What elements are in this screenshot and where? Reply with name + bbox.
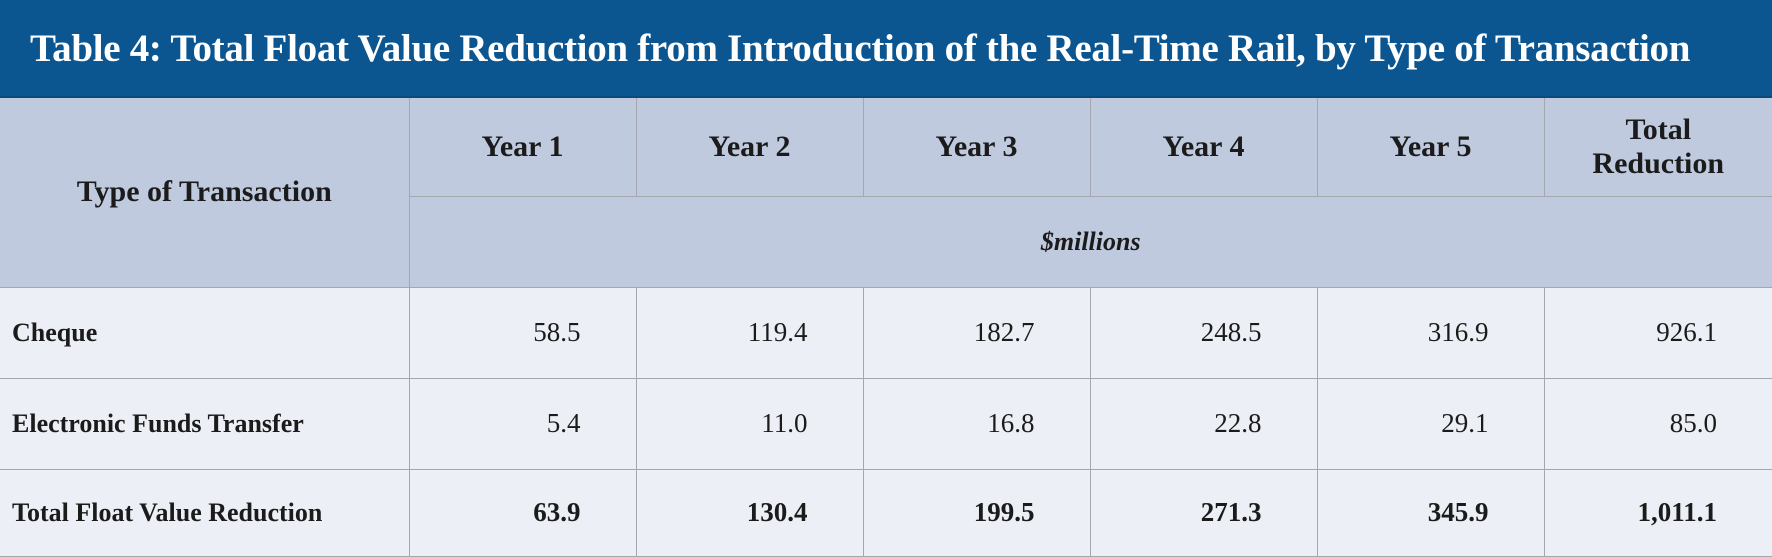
float-reduction-table: Type of Transaction Year 1 Year 2 Year 3…: [0, 98, 1772, 557]
table-cell: 119.4: [635, 286, 864, 379]
table-cell: 345.9: [1316, 468, 1545, 557]
table-cell: 22.8: [1089, 377, 1318, 470]
year-2-header: Year 2: [635, 98, 864, 197]
table-cell: 85.0: [1543, 377, 1772, 470]
table-title-bar: Table 4: Total Float Value Reduction fro…: [0, 0, 1772, 98]
table-cell: 316.9: [1316, 286, 1545, 379]
table-cell: 16.8: [862, 377, 1091, 470]
table-row: Electronic Funds Transfer 5.4 11.0 16.8 …: [0, 377, 1772, 470]
table-row: Cheque 58.5 119.4 182.7 248.5 316.9 926.…: [0, 286, 1772, 379]
year-3-header: Year 3: [862, 98, 1091, 197]
year-1-header: Year 1: [408, 98, 637, 197]
table-cell: 248.5: [1089, 286, 1318, 379]
table-cell: 11.0: [635, 377, 864, 470]
table-cell: 58.5: [408, 286, 637, 379]
row-label: Electronic Funds Transfer: [0, 377, 410, 470]
year-4-header: Year 4: [1089, 98, 1318, 197]
table-cell: 926.1: [1543, 286, 1772, 379]
table-cell: 29.1: [1316, 377, 1545, 470]
table-cell: 1,011.1: [1543, 468, 1772, 557]
total-row: Total Float Value Reduction 63.9 130.4 1…: [0, 468, 1772, 557]
total-reduction-header-line2: Reduction: [1592, 146, 1725, 180]
table-cell: 182.7: [862, 286, 1091, 379]
header-row: Type of Transaction Year 1 Year 2 Year 3…: [0, 98, 1772, 288]
table-title: Table 4: Total Float Value Reduction fro…: [30, 26, 1691, 70]
total-reduction-header: Total Reduction: [1543, 98, 1772, 197]
unit-row: $millions: [0, 195, 1772, 288]
table-cell: 5.4: [408, 377, 637, 470]
table-cell: 199.5: [862, 468, 1091, 557]
unit-label: $millions: [409, 195, 1772, 288]
table-cell: 271.3: [1089, 468, 1318, 557]
row-label: Cheque: [0, 286, 410, 379]
total-reduction-header-line1: Total: [1625, 112, 1692, 146]
table-cell: 130.4: [635, 468, 864, 557]
table-cell: 63.9: [408, 468, 637, 557]
type-of-transaction-header: Type of Transaction: [0, 98, 410, 288]
year-5-header: Year 5: [1316, 98, 1545, 197]
row-label: Total Float Value Reduction: [0, 468, 410, 557]
